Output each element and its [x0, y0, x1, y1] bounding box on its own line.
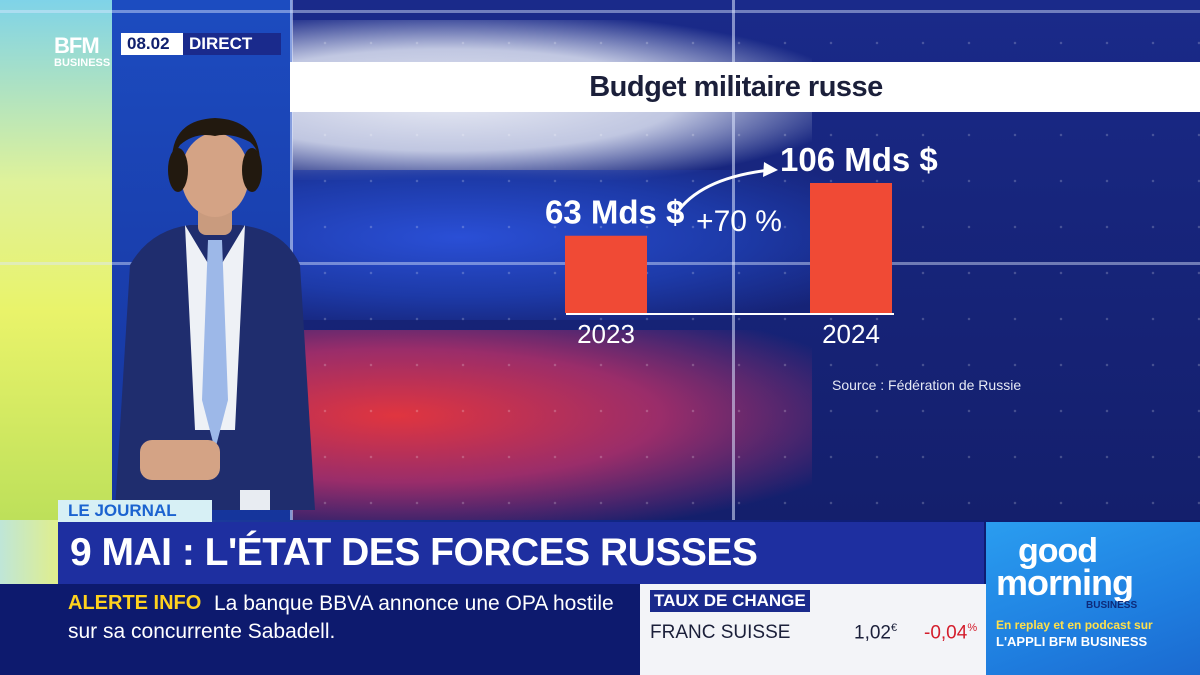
- news-ticker: ALERTE INFO La banque BBVA annonce une O…: [0, 584, 640, 675]
- presenter: [115, 118, 315, 510]
- currency-value-number: 1,02: [854, 622, 891, 644]
- promo-word-business: BUSINESS: [1086, 600, 1138, 611]
- bar-2024: [810, 183, 892, 313]
- currency-change: -0,04%: [924, 622, 977, 644]
- currency-value-unit: €: [890, 622, 898, 634]
- bar-2023: [565, 235, 647, 313]
- x-tick-label: 2023: [577, 319, 635, 349]
- growth-arrow: [674, 168, 771, 215]
- promo-app-text: L'APPLI BFM BUSINESS: [996, 634, 1148, 649]
- chart-title-wrap: Budget militaire russe: [0, 62, 1200, 112]
- channel-logo: BFM BUSINESS: [54, 33, 120, 77]
- currency-change-number: -0,04: [924, 622, 968, 644]
- x-tick-label: 2024: [822, 319, 880, 349]
- headline-bar: 9 MAI : L'ÉTAT DES FORCES RUSSES: [58, 522, 984, 584]
- chart-title: Budget militaire russe: [589, 71, 883, 103]
- growth-arrowhead: [763, 162, 778, 177]
- chart-title-banner: [290, 62, 1200, 112]
- promo-word-morning: morning: [996, 562, 1134, 603]
- alert-label: ALERTE INFO: [68, 592, 202, 614]
- data-label-2024: 106 Mds $: [780, 141, 938, 178]
- currency-change-unit: %: [967, 622, 978, 634]
- screen-seam: [732, 0, 735, 520]
- show-promo: good morning BUSINESS En replay et en po…: [986, 522, 1200, 675]
- alert-text-line2: sur sa concurrente Sabadell.: [68, 620, 336, 643]
- promo-word-good: good: [1018, 532, 1098, 570]
- logo-business-text: BUSINESS: [54, 57, 111, 69]
- data-label-2023: 63 Mds $: [545, 194, 684, 231]
- show-tag: LE JOURNAL: [58, 500, 212, 522]
- promo-replay-text: En replay et en podcast sur: [996, 618, 1153, 632]
- clock-time: 08.02: [127, 34, 170, 53]
- alert-text-line1: La banque BBVA annonce une OPA hostile: [214, 592, 614, 615]
- clock-badge: 08.02 DIRECT: [121, 33, 281, 55]
- screen-seam: [0, 10, 1200, 13]
- chart-source: Source : Fédération de Russie: [832, 377, 1021, 393]
- live-badge: DIRECT: [183, 33, 281, 55]
- studio-panel-left: [0, 0, 112, 520]
- growth-annotation: +70 %: [696, 205, 782, 238]
- flag-red-band: [292, 330, 812, 520]
- currency-value: 1,02€: [854, 622, 897, 644]
- exchange-rate-panel: TAUX DE CHANGE FRANC SUISSE 1,02€ -0,04%: [640, 584, 986, 675]
- currency-name: FRANC SUISSE: [650, 622, 791, 643]
- exchange-rate-title: TAUX DE CHANGE: [650, 590, 810, 612]
- headline: 9 MAI : L'ÉTAT DES FORCES RUSSES: [70, 531, 758, 574]
- logo-bfm-text: BFM: [54, 33, 100, 58]
